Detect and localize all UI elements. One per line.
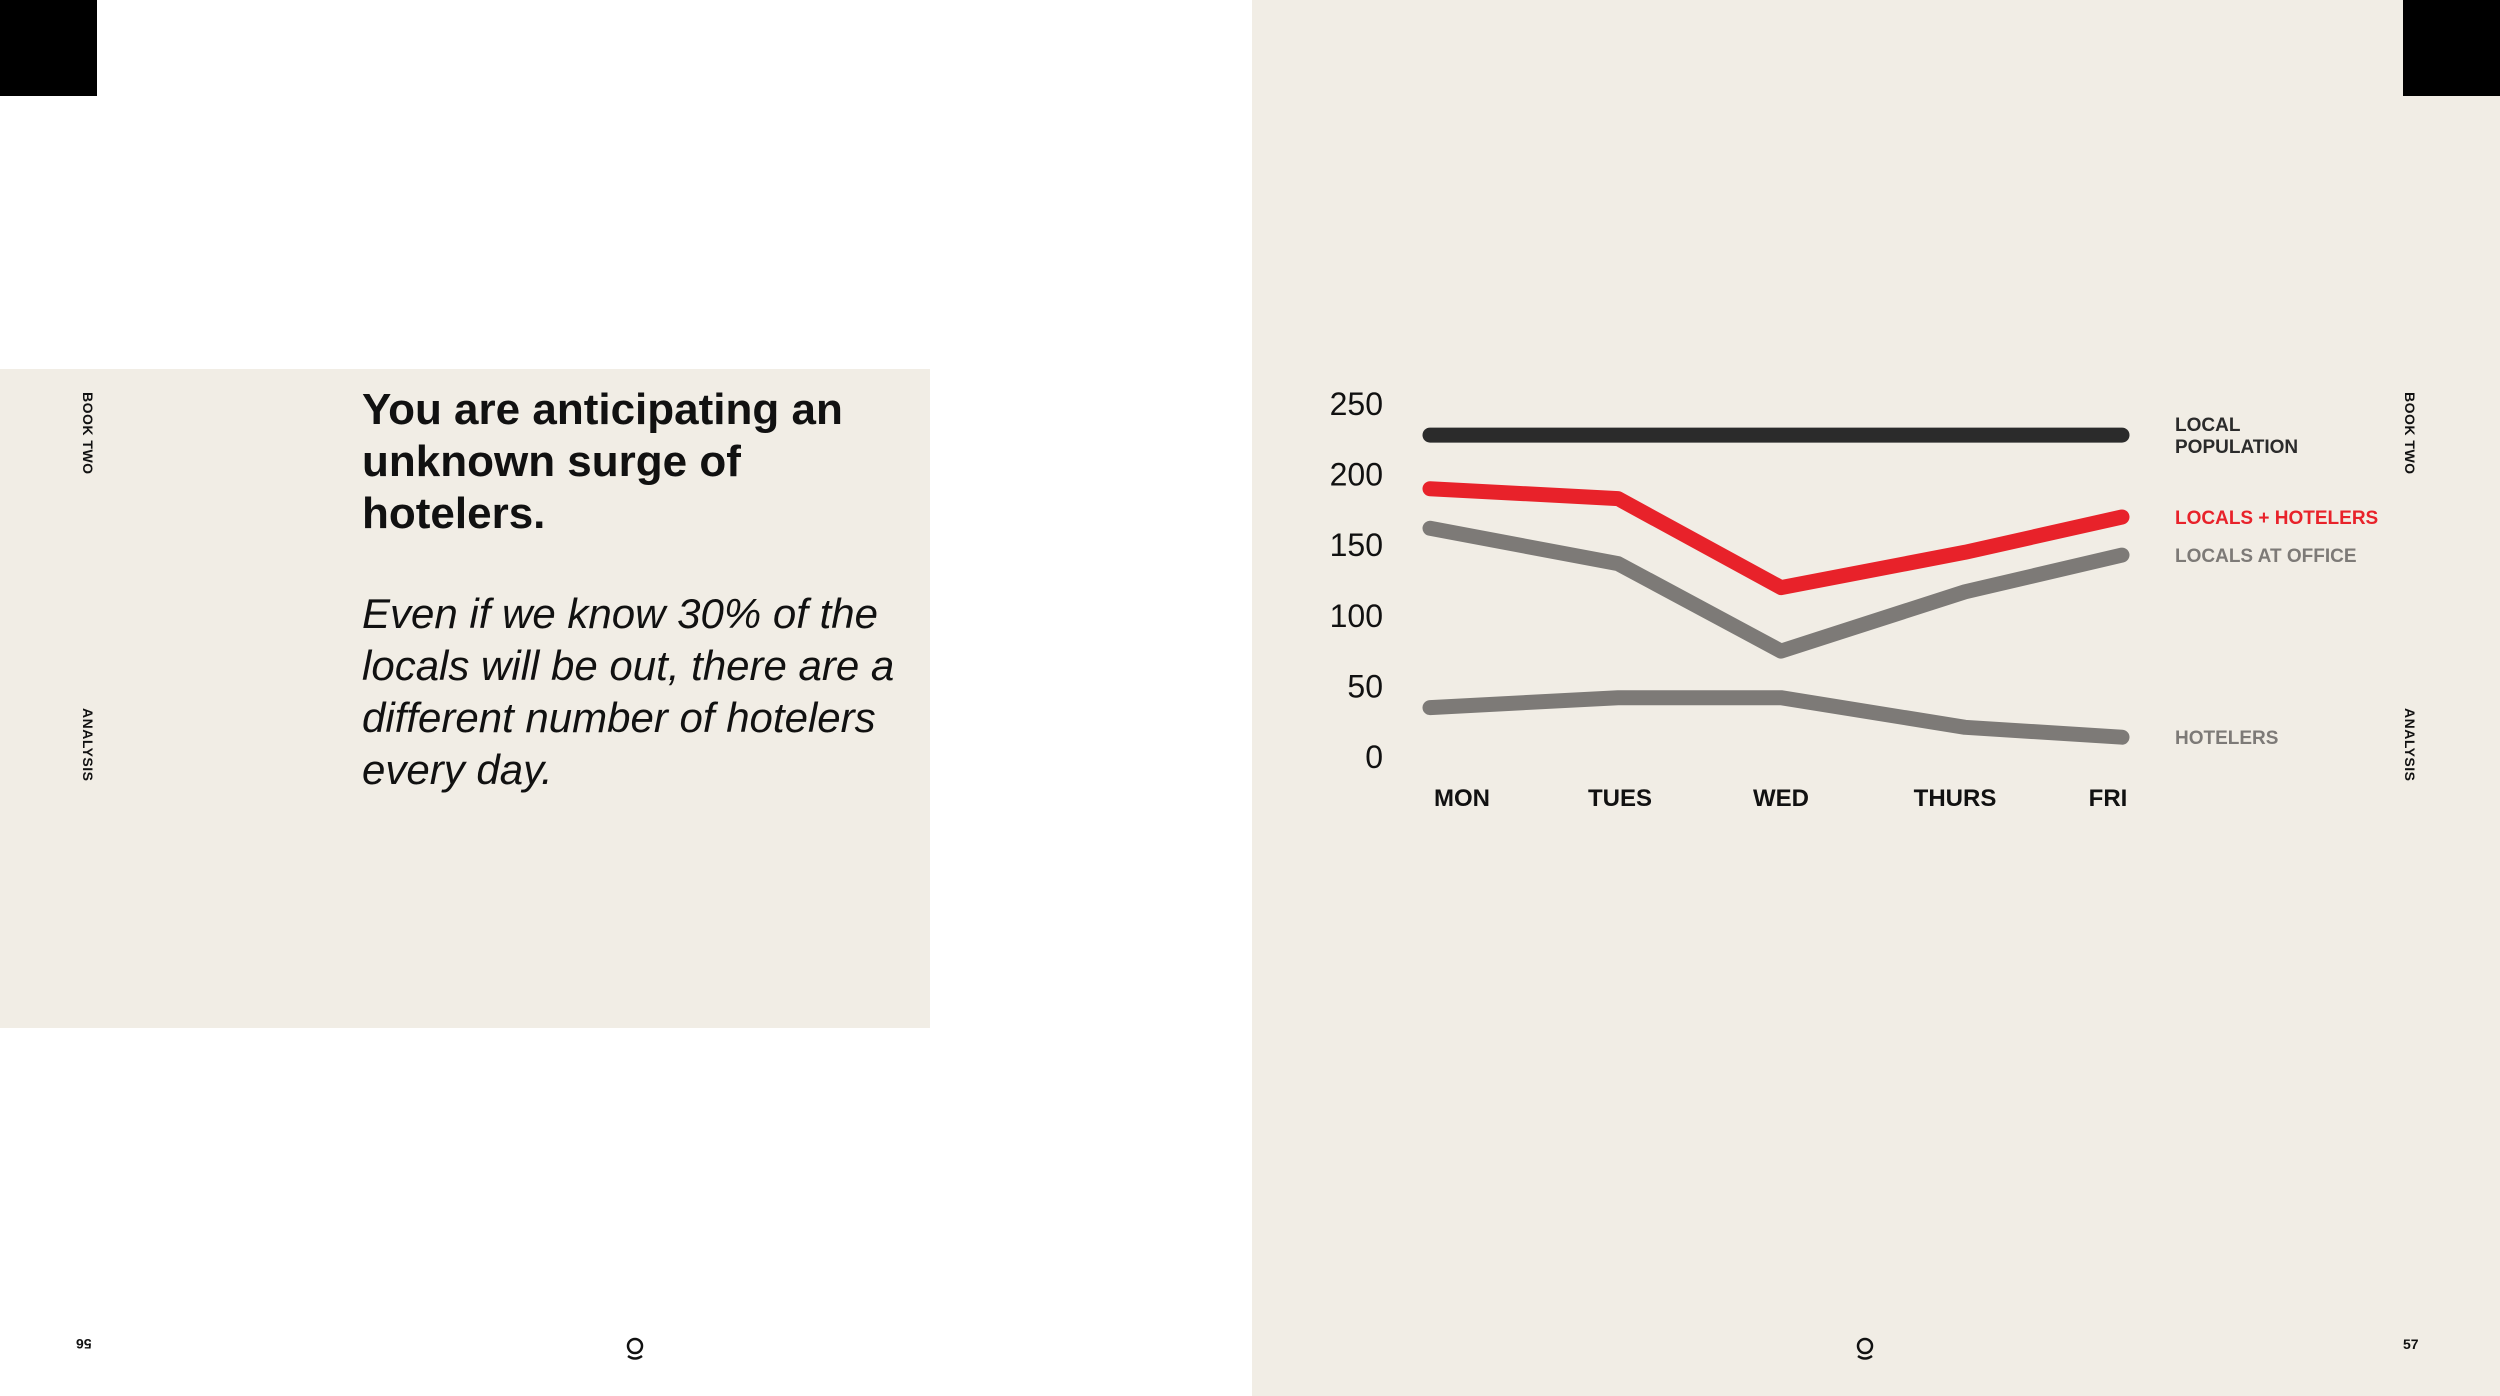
legend-label: LOCAL POPULATION bbox=[2175, 415, 2298, 458]
right-page bbox=[1252, 0, 2500, 1396]
logo-mark-icon bbox=[626, 1337, 644, 1360]
y-tick-label: 150 bbox=[1330, 527, 1383, 563]
x-category-label: FRI bbox=[2089, 785, 2128, 812]
x-category-label: THURS bbox=[1914, 785, 1997, 812]
y-tick-label: 100 bbox=[1330, 598, 1383, 634]
headline: You are anticipating an unknown surge of… bbox=[362, 385, 843, 538]
legend-label: LOCALS + HOTELERS bbox=[2175, 508, 2378, 529]
x-category-label: TUES bbox=[1588, 785, 1652, 812]
legend: LOCAL POPULATION LOCALS + HOTELERS LOCALS A… bbox=[2175, 415, 2378, 749]
series-lines bbox=[1422, 427, 2130, 745]
page-number-right: 57 bbox=[2403, 1336, 2419, 1352]
y-axis-ticks: 0 50 100 150 200 250 bbox=[1330, 386, 1383, 775]
x-axis-categories: MON TUES WED THURS FRI bbox=[1434, 785, 2127, 812]
legend-label: LOCALS AT OFFICE bbox=[2175, 546, 2357, 567]
series-line-hotelers bbox=[1422, 690, 2130, 745]
x-category-label: WED bbox=[1753, 785, 1809, 812]
y-tick-label: 0 bbox=[1365, 739, 1383, 775]
y-tick-label: 50 bbox=[1347, 668, 1383, 704]
subtext: Even if we know 30% of the locals will b… bbox=[362, 590, 895, 793]
corner-block-right bbox=[2403, 0, 2500, 96]
y-tick-label: 200 bbox=[1330, 457, 1383, 493]
page-number-left: 56 bbox=[76, 1336, 92, 1352]
x-category-label: MON bbox=[1434, 785, 1490, 812]
logo-mark-icon bbox=[1856, 1337, 1874, 1360]
corner-block-left bbox=[0, 0, 97, 96]
text-panel bbox=[0, 369, 930, 1028]
series-line-locals-hotelers bbox=[1422, 481, 2130, 596]
series-line-locals-at-office bbox=[1422, 520, 2130, 659]
legend-label: HOTELERS bbox=[2175, 728, 2278, 749]
y-tick-label: 250 bbox=[1330, 386, 1383, 422]
